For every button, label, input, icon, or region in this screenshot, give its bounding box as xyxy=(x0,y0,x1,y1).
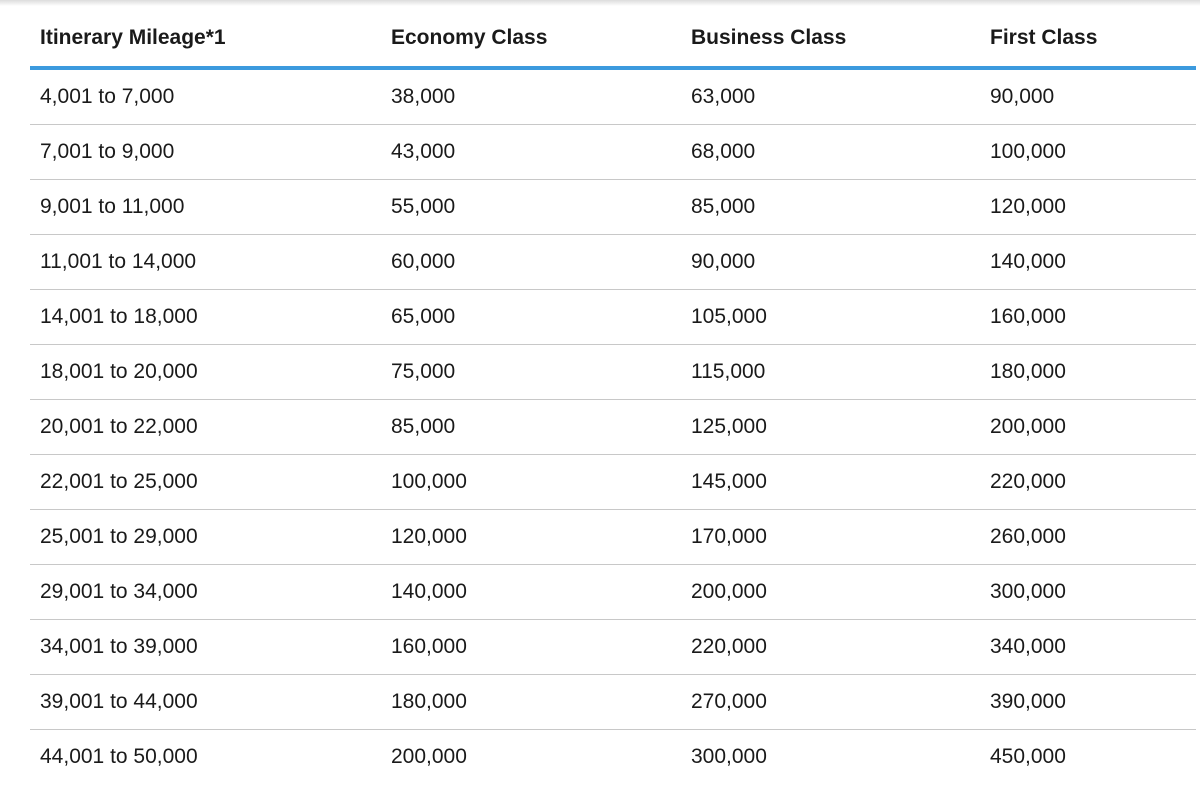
economy-class-cell: 65,000 xyxy=(381,289,681,345)
economy-class-cell: 140,000 xyxy=(381,564,681,620)
economy-class-cell: 85,000 xyxy=(381,399,681,455)
first-class-cell: 100,000 xyxy=(980,124,1196,180)
economy-class-cell: 60,000 xyxy=(381,234,681,290)
economy-class-cell: 200,000 xyxy=(391,745,467,768)
business-class-cell: 85,000 xyxy=(681,179,980,235)
table-row: 14,001 to 18,000 65,000 105,000 160,000 xyxy=(30,289,1196,345)
business-class-cell: 270,000 xyxy=(681,674,980,730)
economy-class-cell: 75,000 xyxy=(381,344,681,400)
table-row: 22,001 to 25,000 100,000 145,000 220,000 xyxy=(30,454,1196,510)
economy-class-cell: 120,000 xyxy=(381,509,681,565)
table-row: 29,001 to 34,000 140,000 200,000 300,000 xyxy=(30,564,1196,620)
mileage-range-cell: 4,001 to 7,000 xyxy=(30,68,381,125)
first-class-cell: 300,000 xyxy=(980,564,1196,620)
table-header: Itinerary Mileage*1 Economy Class Busine… xyxy=(30,10,1196,70)
economy-class-cell: 55,000 xyxy=(381,179,681,235)
business-class-cell: 170,000 xyxy=(681,509,980,565)
first-class-cell: 120,000 xyxy=(980,179,1196,235)
mileage-range-cell: 11,001 to 14,000 xyxy=(30,234,381,290)
first-class-cell: 180,000 xyxy=(980,344,1196,400)
first-class-cell: 200,000 xyxy=(980,399,1196,455)
table-row: 25,001 to 29,000 120,000 170,000 260,000 xyxy=(30,509,1196,565)
first-class-cell: 220,000 xyxy=(980,454,1196,510)
first-class-cell: 390,000 xyxy=(980,674,1196,730)
table-row: 20,001 to 22,000 85,000 125,000 200,000 xyxy=(30,399,1196,455)
table-row: 4,001 to 7,000 38,000 63,000 90,000 xyxy=(30,68,1196,125)
mileage-range-cell: 18,001 to 20,000 xyxy=(30,344,381,400)
table-row: 7,001 to 9,000 43,000 68,000 100,000 xyxy=(30,124,1196,180)
economy-class-cell: 38,000 xyxy=(381,68,681,125)
mileage-range-cell: 25,001 to 29,000 xyxy=(30,509,381,565)
economy-class-cell: 100,000 xyxy=(381,454,681,510)
top-shadow xyxy=(0,0,1200,6)
table-row: 39,001 to 44,000 180,000 270,000 390,000 xyxy=(30,674,1196,730)
business-class-cell: 200,000 xyxy=(681,564,980,620)
mileage-range-cell: 14,001 to 18,000 xyxy=(30,289,381,345)
mileage-range-cell: 44,001 to 50,000 xyxy=(40,745,198,768)
mileage-range-cell: 7,001 to 9,000 xyxy=(30,124,381,180)
first-class-cell: 90,000 xyxy=(980,68,1196,125)
header-row: Itinerary Mileage*1 Economy Class Busine… xyxy=(30,10,1196,70)
first-class-cell: 260,000 xyxy=(980,509,1196,565)
first-class-cell: 140,000 xyxy=(980,234,1196,290)
economy-class-cell: 43,000 xyxy=(381,124,681,180)
business-class-cell: 145,000 xyxy=(681,454,980,510)
business-class-cell: 105,000 xyxy=(681,289,980,345)
header-itinerary-mileage: Itinerary Mileage*1 xyxy=(30,10,381,70)
business-class-cell: 63,000 xyxy=(681,68,980,125)
business-class-cell: 125,000 xyxy=(681,399,980,455)
table-row: 34,001 to 39,000 160,000 220,000 340,000 xyxy=(30,619,1196,675)
table-row: 11,001 to 14,000 60,000 90,000 140,000 xyxy=(30,234,1196,290)
mileage-range-cell: 20,001 to 22,000 xyxy=(30,399,381,455)
table-row: 44,001 to 50,000 200,000 300,000 450,000 xyxy=(30,730,1196,785)
first-class-cell: 340,000 xyxy=(980,619,1196,675)
business-class-cell: 115,000 xyxy=(681,344,980,400)
table-body: 4,001 to 7,000 38,000 63,000 90,000 7,001 to… xyxy=(30,68,1196,784)
header-first-class: First Class xyxy=(980,10,1196,70)
business-class-cell: 68,000 xyxy=(681,124,980,180)
mileage-range-cell: 39,001 to 44,000 xyxy=(30,674,381,730)
mileage-range-cell: 34,001 to 39,000 xyxy=(30,619,381,675)
economy-class-cell: 160,000 xyxy=(381,619,681,675)
first-class-cell: 160,000 xyxy=(980,289,1196,345)
header-business-class: Business Class xyxy=(681,10,980,70)
mileage-range-cell: 29,001 to 34,000 xyxy=(30,564,381,620)
mileage-range-cell: 9,001 to 11,000 xyxy=(30,179,381,235)
economy-class-cell: 180,000 xyxy=(381,674,681,730)
header-economy-class: Economy Class xyxy=(381,10,681,70)
business-class-cell: 300,000 xyxy=(691,745,767,768)
first-class-cell: 450,000 xyxy=(990,745,1066,768)
business-class-cell: 90,000 xyxy=(681,234,980,290)
table-row: 18,001 to 20,000 75,000 115,000 180,000 xyxy=(30,344,1196,400)
mileage-range-cell: 22,001 to 25,000 xyxy=(30,454,381,510)
table-row: 9,001 to 11,000 55,000 85,000 120,000 xyxy=(30,179,1196,235)
award-mileage-table: Itinerary Mileage*1 Economy Class Busine… xyxy=(30,10,1196,784)
business-class-cell: 220,000 xyxy=(681,619,980,675)
